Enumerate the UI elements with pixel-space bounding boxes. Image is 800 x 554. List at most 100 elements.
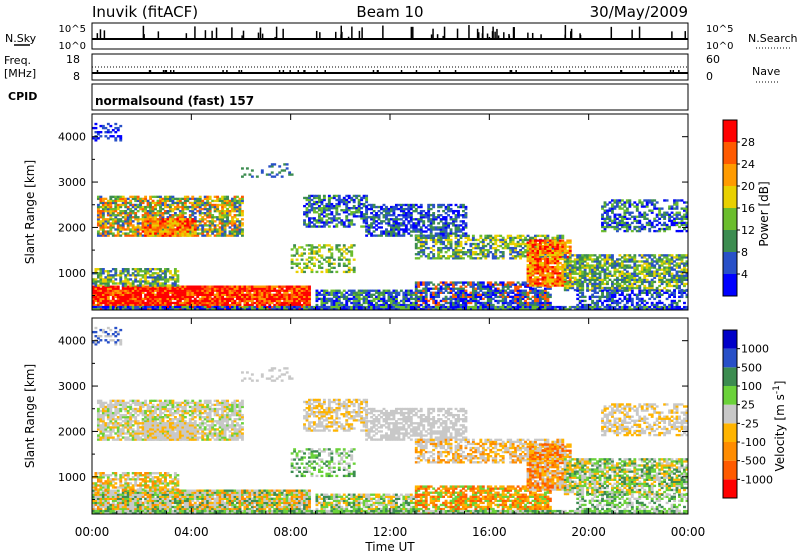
power-cell xyxy=(273,293,277,297)
power-cell xyxy=(233,197,237,201)
power-cell xyxy=(149,293,152,297)
power-cell xyxy=(290,289,294,292)
power-cell xyxy=(337,248,341,251)
power-cell xyxy=(121,268,125,271)
power-cell xyxy=(466,251,470,254)
power-cell xyxy=(506,234,510,238)
power-cell xyxy=(419,226,423,229)
power-cell xyxy=(546,272,550,275)
power-cell xyxy=(352,207,356,210)
power-cell xyxy=(414,291,418,294)
power-cell xyxy=(283,303,287,307)
power-cell xyxy=(186,297,190,301)
power-cell xyxy=(397,226,401,229)
power-cell xyxy=(305,211,309,214)
power-cell xyxy=(221,205,225,209)
power-cell xyxy=(295,262,299,265)
power-cell xyxy=(221,214,225,217)
power-cell xyxy=(404,212,408,215)
power-cell xyxy=(236,209,239,213)
power-cell xyxy=(136,234,140,237)
power-cell xyxy=(526,280,530,283)
power-cell xyxy=(454,297,458,301)
power-cell xyxy=(394,222,398,225)
power-cell xyxy=(551,251,555,255)
power-cell xyxy=(198,218,202,221)
power-cell xyxy=(273,289,277,292)
power-cell xyxy=(541,303,545,307)
power-cell xyxy=(121,212,125,215)
power-cell xyxy=(221,220,225,223)
power-cell xyxy=(561,234,565,238)
power-cell xyxy=(131,272,135,275)
power-cell xyxy=(303,287,306,290)
power-cell xyxy=(521,246,525,250)
power-cell xyxy=(236,293,239,297)
power-cell xyxy=(452,303,455,307)
power-cell xyxy=(479,283,483,286)
power-cell xyxy=(511,291,515,294)
freq-dot xyxy=(620,70,622,72)
power-cell xyxy=(156,303,160,307)
power-cell xyxy=(92,303,95,307)
power-cell xyxy=(439,285,443,288)
power-cell xyxy=(305,209,309,212)
power-cell xyxy=(131,299,135,303)
power-cell xyxy=(422,295,426,299)
power-cell xyxy=(233,285,237,288)
power-cell xyxy=(556,249,560,252)
power-cell xyxy=(164,303,167,307)
power-cell xyxy=(96,137,100,140)
power-cell xyxy=(260,285,264,288)
power-cell xyxy=(131,224,135,227)
freq-dot xyxy=(377,70,379,72)
power-cell xyxy=(514,297,518,301)
power-cell xyxy=(126,295,130,299)
power-cell xyxy=(407,228,411,231)
power-cell xyxy=(241,228,244,231)
power-cell xyxy=(546,263,550,267)
power-cell xyxy=(134,276,138,279)
power-cell xyxy=(116,226,120,229)
power-cell xyxy=(407,209,411,213)
power-cell xyxy=(203,197,207,201)
power-cell xyxy=(556,253,560,257)
power-cell xyxy=(412,205,416,209)
power-cell xyxy=(308,194,311,198)
power-cell xyxy=(454,209,458,213)
power-cell xyxy=(151,272,155,275)
power-cell xyxy=(92,295,95,299)
power-cell xyxy=(265,291,269,294)
power-cell xyxy=(424,283,428,286)
power-cell xyxy=(548,282,552,285)
power-cell xyxy=(352,291,356,294)
power-cell xyxy=(529,251,532,255)
power-cell xyxy=(509,240,513,244)
power-cell xyxy=(330,252,334,255)
power-cell xyxy=(94,126,98,130)
power-cell xyxy=(462,214,465,217)
power-cell xyxy=(154,234,157,237)
power-cell xyxy=(178,285,182,288)
power-cell xyxy=(342,202,346,206)
power-cell xyxy=(149,205,152,209)
freq-dot xyxy=(226,70,228,72)
power-cell xyxy=(223,203,227,207)
power-cell xyxy=(422,251,426,254)
power-cell xyxy=(372,293,376,297)
power-cell xyxy=(392,228,396,231)
freq-dot xyxy=(438,70,441,72)
power-cell xyxy=(434,285,438,288)
power-cell xyxy=(111,135,115,138)
power-cell xyxy=(479,246,483,250)
power-cell xyxy=(501,299,505,303)
power-cell xyxy=(149,220,152,223)
power-cell xyxy=(151,284,155,287)
power-cell xyxy=(111,224,115,227)
power-cell xyxy=(308,301,311,305)
power-cell xyxy=(101,272,105,275)
power-cell xyxy=(166,209,170,213)
power-cell xyxy=(506,293,510,297)
power-cell xyxy=(548,285,552,288)
power-cell xyxy=(332,258,336,261)
